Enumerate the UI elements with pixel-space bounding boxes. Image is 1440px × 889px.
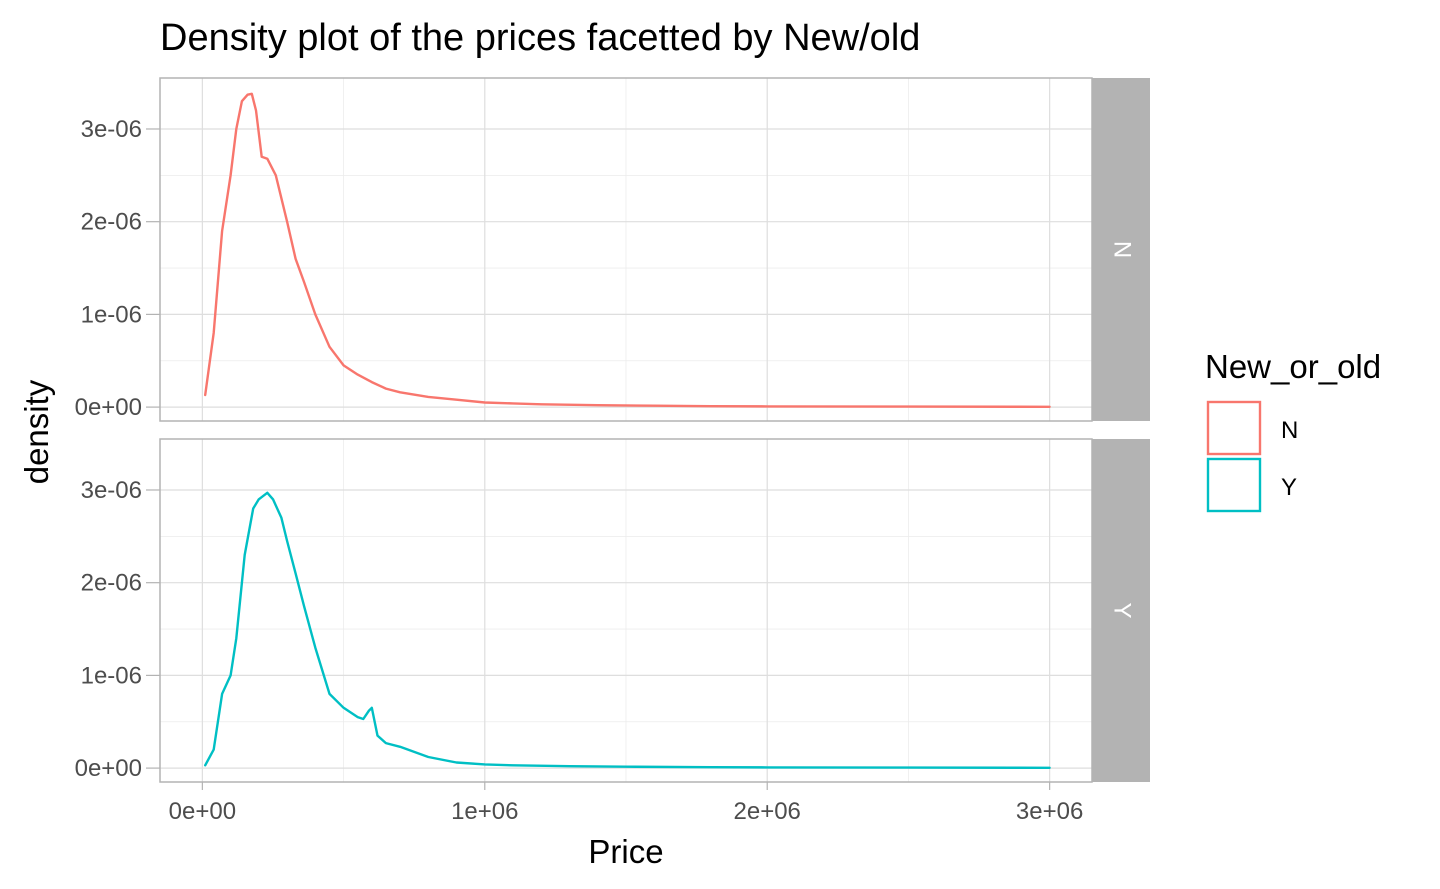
y-tick-label: 0e+00 bbox=[75, 394, 142, 421]
legend-item-N: N bbox=[1206, 400, 1298, 456]
y-tick-label: 3e-06 bbox=[81, 116, 142, 143]
y-tick-label: 2e-06 bbox=[81, 570, 142, 597]
x-tick-label: 1e+06 bbox=[451, 798, 518, 825]
density-line-Y bbox=[204, 491, 1051, 769]
facet-panel-N: 0e+00 1e-06 2e-06 3e-06 N bbox=[75, 77, 1150, 422]
x-axis: 0e+00 1e+06 2e+06 3e+06 bbox=[169, 782, 1083, 825]
legend-label: Y bbox=[1281, 474, 1297, 501]
facet-strip bbox=[1092, 78, 1150, 421]
y-tick-label: 3e-06 bbox=[81, 477, 142, 504]
facet-strip bbox=[1092, 439, 1150, 782]
legend-item-Y: Y bbox=[1206, 457, 1297, 513]
x-tick-label: 2e+06 bbox=[734, 798, 801, 825]
y-tick-label: 2e-06 bbox=[81, 209, 142, 236]
legend-label: N bbox=[1281, 417, 1298, 444]
y-tick-label: 1e-06 bbox=[81, 301, 142, 328]
y-tick-label: 1e-06 bbox=[81, 662, 142, 689]
legend-key bbox=[1206, 457, 1262, 513]
chart-title: Density plot of the prices facetted by N… bbox=[160, 17, 920, 59]
facet-strip-label: Y bbox=[1109, 602, 1136, 618]
legend-items: NY bbox=[1206, 400, 1298, 513]
legend-title: New_or_old bbox=[1205, 348, 1381, 385]
facet-strip-label: N bbox=[1109, 241, 1136, 258]
x-tick-label: 3e+06 bbox=[1016, 798, 1083, 825]
density-line-N bbox=[204, 92, 1051, 408]
x-tick-label: 0e+00 bbox=[169, 798, 236, 825]
x-axis-title: Price bbox=[588, 833, 663, 870]
y-axis-title: density bbox=[18, 379, 55, 484]
facet-panel-Y: 0e+00 1e-06 2e-06 3e-06 Y bbox=[75, 438, 1150, 783]
legend-key bbox=[1206, 400, 1262, 456]
facet-panels: 0e+00 1e-06 2e-06 3e-06 N 0e+00 1e-06 2e-06 3e-0… bbox=[75, 77, 1150, 783]
y-tick-label: 0e+00 bbox=[75, 755, 142, 782]
legend: New_or_old NY bbox=[1205, 348, 1381, 513]
